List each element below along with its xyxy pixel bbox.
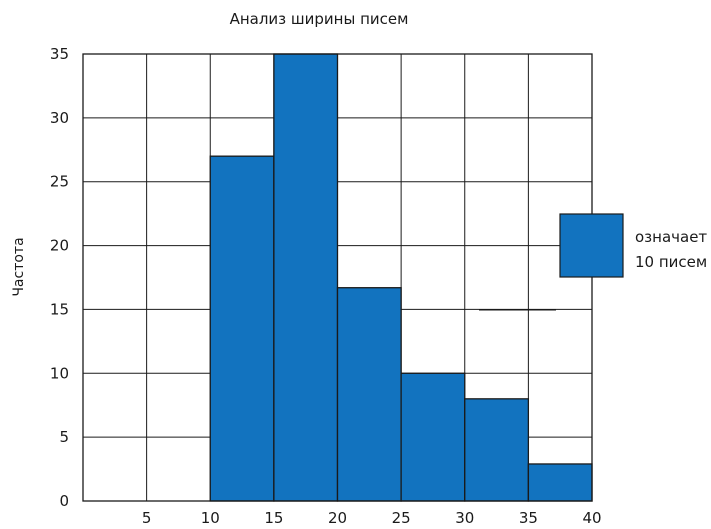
y-tick-label: 30: [50, 109, 69, 127]
histogram-bar: [464, 398, 530, 502]
y-tick-label: 15: [50, 300, 69, 318]
y-tick-label: 10: [50, 364, 69, 382]
legend-label-line2: 10 писем: [635, 253, 707, 271]
chart-title: Анализ ширины писем: [230, 10, 409, 28]
legend-swatch: [559, 213, 624, 278]
legend-label-line1: означает: [635, 228, 707, 246]
y-tick-label: 20: [50, 237, 69, 255]
histogram-bar: [527, 463, 593, 502]
legend: означает 10 писем: [559, 213, 707, 278]
x-axis-ticks: 5 10 15 20 25 30 35 40: [142, 509, 602, 527]
y-axis-label: Частота: [11, 237, 27, 296]
x-tick-label: 25: [392, 509, 411, 527]
bars: [209, 53, 593, 502]
x-tick-label: 5: [142, 509, 152, 527]
y-tick-label: 25: [50, 173, 69, 191]
x-tick-label: 35: [519, 509, 538, 527]
histogram-bar: [336, 287, 402, 502]
x-tick-label: 20: [328, 509, 347, 527]
x-tick-label: 40: [582, 509, 601, 527]
y-tick-label: 5: [59, 428, 69, 446]
y-tick-label: 0: [59, 492, 69, 510]
y-axis-ticks: 0 5 10 15 20 25 30 35: [50, 45, 69, 510]
x-tick-label: 30: [455, 509, 474, 527]
histogram-bar: [209, 155, 275, 502]
x-tick-label: 15: [264, 509, 283, 527]
histogram-bar: [400, 372, 466, 502]
y-tick-label: 35: [50, 45, 69, 63]
histogram-bar: [273, 53, 339, 502]
x-tick-label: 10: [201, 509, 220, 527]
